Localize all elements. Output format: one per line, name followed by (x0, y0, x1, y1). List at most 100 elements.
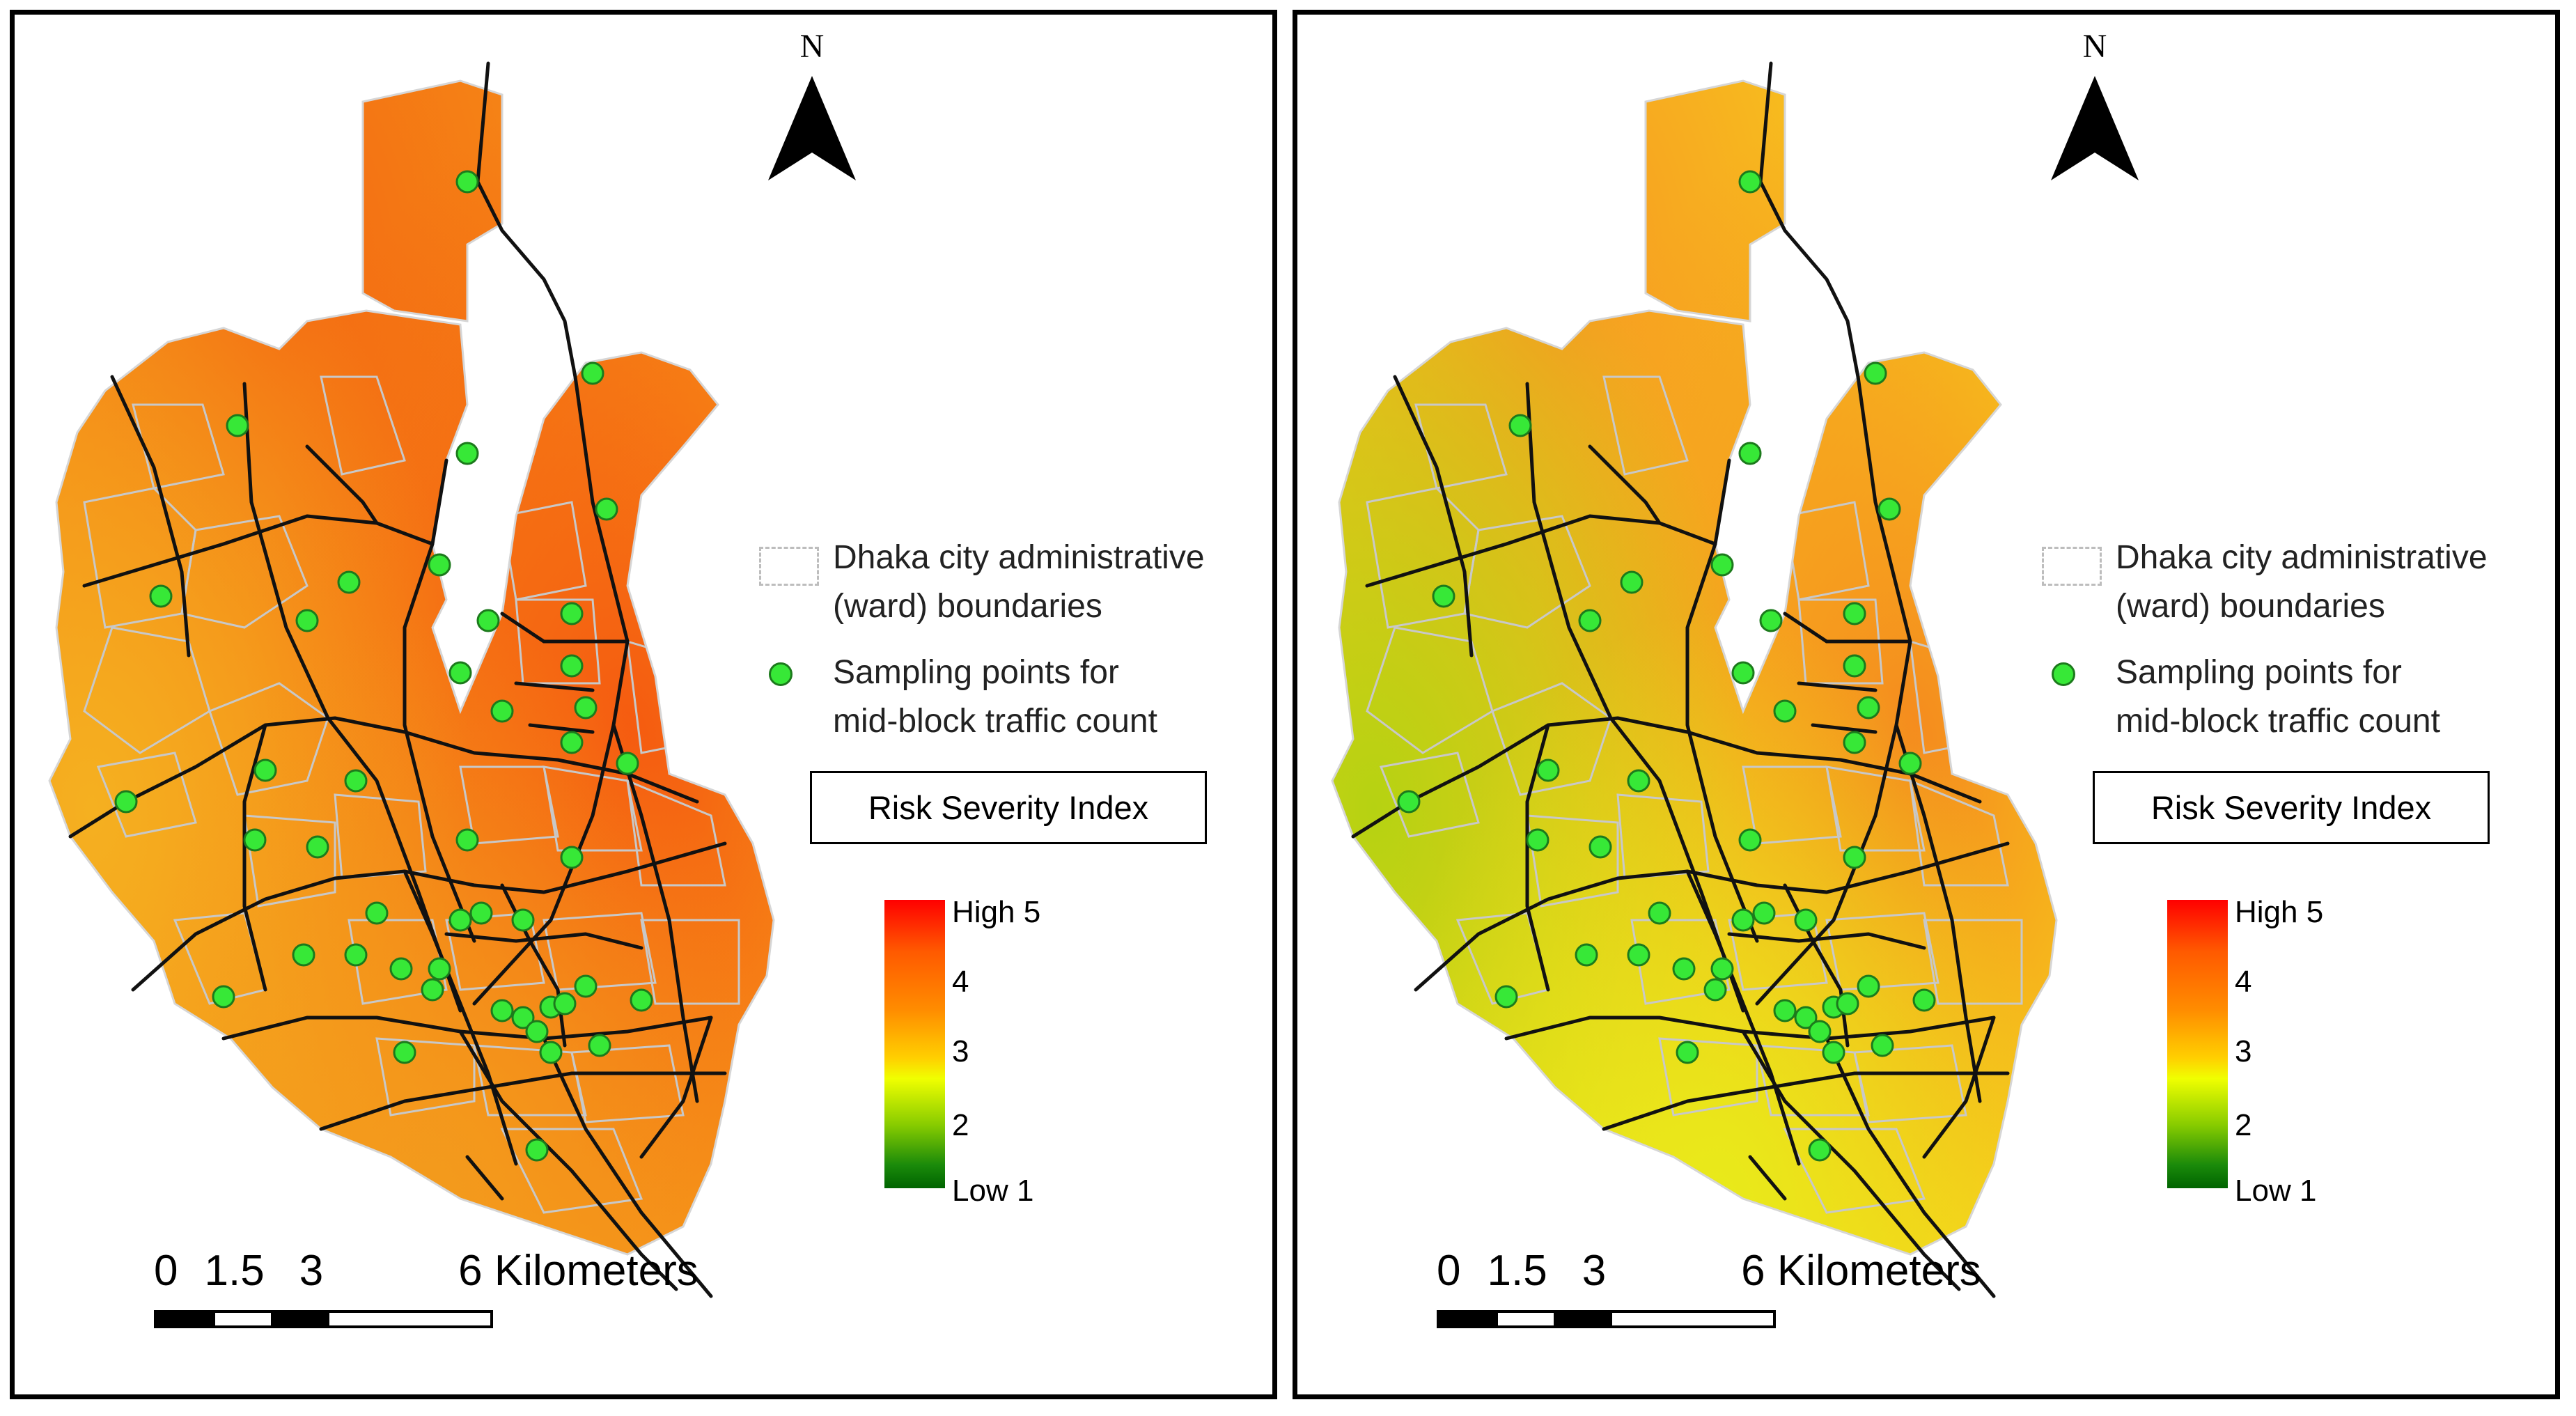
sampling-point (448, 661, 472, 685)
sampling-point (1822, 1041, 1845, 1064)
ward-boundary (334, 793, 427, 880)
sampling-point (428, 957, 451, 981)
risk-severity-title: Risk Severity Index (810, 771, 1207, 844)
sampling-point (539, 1041, 563, 1064)
sampling-point (1843, 654, 1866, 678)
ward-boundary (459, 765, 559, 845)
north-arrow: N (767, 27, 857, 194)
sampling-point (574, 974, 598, 998)
sampling-point (448, 908, 472, 932)
ward-boundary (1728, 912, 1828, 991)
sampling-point (455, 828, 479, 852)
ward-boundary (1526, 814, 1619, 908)
sampling-point (1731, 908, 1755, 932)
ward-boundary (626, 779, 726, 887)
sampling-point (306, 835, 329, 859)
ward-boundary (500, 1128, 643, 1214)
legend-ward-line1: Dhaka city administrative (2116, 539, 2488, 576)
legend-point-line1: Sampling points for (833, 654, 1119, 691)
sampling-point (455, 442, 479, 465)
north-label: N (2082, 28, 2107, 65)
colorbar-low-label: Low 1 (952, 1174, 1034, 1208)
ward-boundary (1825, 765, 1926, 852)
sampling-point (365, 901, 389, 925)
road (110, 375, 379, 658)
road (403, 869, 518, 1166)
road (1365, 514, 1717, 588)
ward-boundary-swatch (2042, 547, 2102, 586)
ward-boundary (570, 1044, 685, 1123)
ward-boundary (375, 1037, 476, 1117)
sampling-point (1588, 835, 1612, 859)
sampling-point (1878, 497, 1901, 521)
sampling-point (490, 699, 514, 723)
road (1393, 375, 1662, 658)
ward-boundary (1379, 752, 1480, 838)
sampling-point (1627, 943, 1650, 967)
ward-boundary (445, 912, 545, 991)
ward-boundary (1616, 793, 1710, 880)
sampling-point (1710, 957, 1734, 981)
sampling-point (476, 609, 500, 632)
sampling-point (1710, 553, 1734, 577)
sampling-point (1738, 442, 1762, 465)
risk-map-right (1331, 61, 2058, 1298)
sampling-point (1843, 731, 1866, 754)
sampling-point (1864, 361, 1887, 385)
sampling-point (1575, 943, 1598, 967)
sampling-point (574, 696, 598, 719)
ward-boundary (320, 375, 406, 476)
sampling-point (630, 988, 653, 1012)
sampling-point (511, 1006, 535, 1029)
sampling-point (1648, 901, 1671, 925)
ward-boundary (542, 765, 643, 852)
sampling-point (525, 1138, 549, 1162)
road (500, 612, 630, 734)
sampling-point (560, 602, 584, 625)
sampling-point (1857, 696, 1880, 719)
sampling-point (428, 553, 451, 577)
sampling-point (490, 999, 514, 1022)
sampling-point (581, 361, 604, 385)
sampling-point (525, 1020, 549, 1043)
road (319, 1071, 727, 1131)
sampling-point (1843, 846, 1866, 869)
sampling-point (212, 985, 235, 1009)
sampling-point (1494, 985, 1518, 1009)
ward-boundary (1756, 1044, 1870, 1117)
road (1755, 61, 1912, 1006)
sampling-point (1676, 1041, 1699, 1064)
legend-point-line2: mid-block traffic count (2116, 703, 2440, 740)
ward-boundary (348, 919, 448, 1005)
scale-labels: 0 1.5 3 6 Kilometers (154, 1246, 698, 1296)
sampling-point-swatch (2052, 662, 2075, 686)
risk-surface (49, 81, 774, 1254)
ward-boundary (1630, 919, 1731, 1005)
sampling-point (421, 978, 444, 1002)
road (1685, 458, 1759, 943)
ward-boundary (1414, 403, 1508, 490)
sampling-point (1857, 974, 1880, 998)
road (68, 716, 699, 839)
sampling-point (253, 758, 277, 782)
risk-surface (1332, 81, 2056, 1254)
scale-0: 0 (1437, 1247, 1461, 1295)
scale-3: 3 (1582, 1247, 1607, 1295)
sampling-point (1752, 901, 1776, 925)
road (465, 1016, 713, 1201)
sampling-point (1773, 699, 1797, 723)
legend-point-line1: Sampling points for (2116, 654, 2402, 691)
sampling-point (1738, 828, 1762, 852)
sampling-point (1432, 584, 1455, 608)
ward-boundary-swatch (759, 547, 819, 586)
scale-labels: 0 1.5 3 6 Kilometers (1437, 1246, 1981, 1296)
sampling-point (1627, 769, 1650, 793)
sampling-point (511, 908, 535, 932)
sampling-point (588, 1034, 611, 1057)
colorbar-4-label: 4 (952, 965, 969, 999)
sampling-point (389, 957, 413, 981)
ward-boundary (243, 814, 336, 908)
road (82, 514, 435, 588)
colorbar-3-label: 3 (2235, 1034, 2252, 1068)
legend-ward-line2: (ward) boundaries (833, 588, 1102, 625)
